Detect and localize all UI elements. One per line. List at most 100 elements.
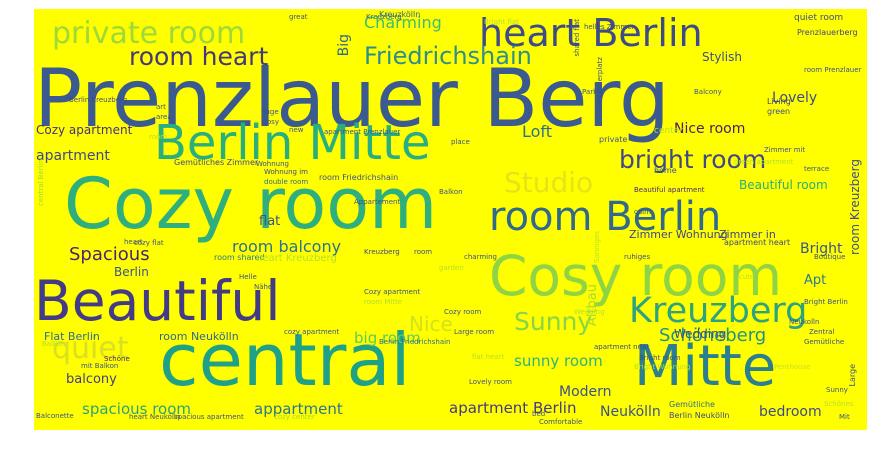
word-double-room-76: double room <box>264 178 309 186</box>
word-beautiful-room-24: Beautiful room <box>739 178 828 192</box>
word-mitte-6: Mitte <box>634 334 777 399</box>
word-neuk-lln-34: Neukölln <box>600 404 661 420</box>
word-flat-40: flat <box>259 214 281 229</box>
word-balconette-132: Balconette <box>36 412 74 420</box>
word-studio-16: Studio <box>504 166 594 199</box>
word-appartement-131: Appartement <box>354 198 401 206</box>
word-bright-flat-119: Bright flat <box>484 18 519 26</box>
word-zimmer-wohnung-48: Zimmer Wohnung <box>629 228 728 241</box>
word-comfortable-68: Comfortable <box>539 418 583 426</box>
word-mit-133: Mit <box>839 413 850 421</box>
word-spacious-room-29: spacious room <box>82 400 192 418</box>
word-cozy-center-74: cozy center <box>274 413 315 421</box>
word-cozy-apartment-130: cozy apartment <box>284 328 340 336</box>
word-room-mitte-129: room Mitte <box>364 298 403 306</box>
word-bright-room-12: bright room <box>619 145 767 174</box>
word-living-60: Living <box>767 97 791 106</box>
word-flat-heart-102: flat heart <box>472 353 505 361</box>
word-room-shared-52: room shared <box>214 253 265 262</box>
word-berlin-kreuzberg-82: Berlin Kreuzberg <box>69 96 128 104</box>
word-place-88: place <box>451 138 470 146</box>
word-bright-wohnung-95: Bright Wohnung <box>634 363 691 371</box>
word-private-room-10: private room <box>52 16 246 51</box>
word-room-kreuzberg-25: room Kreuzberg <box>848 159 862 256</box>
word-loft-18: Loft <box>522 122 553 141</box>
word-green-apartment-99: green apartment <box>734 158 794 166</box>
word-helle-105: Helle <box>239 273 257 281</box>
word-spacious-apartment-73: spacious apartment <box>174 413 244 421</box>
word-sunny-15: Sunny <box>514 307 593 336</box>
word-ruhiges-124: ruhiges <box>624 253 651 261</box>
word-penthouse-93: Penthouse <box>774 363 811 371</box>
word-big-45: Big <box>336 34 352 57</box>
word-nice-46: Nice <box>409 312 453 336</box>
word-beautiful-4: Beautiful <box>34 269 281 333</box>
word-heart-neuk-lln-72: heart Neukölln <box>129 413 181 421</box>
word-center-59: center <box>654 126 683 136</box>
word-alexanderplatz-83: Alexanderplatz <box>596 57 604 110</box>
word-room-91: room <box>414 248 433 256</box>
word-central-berlin-98: central Berlin <box>37 159 45 206</box>
word-sunny-room-31: sunny room <box>514 352 603 370</box>
word-cozy-apartment-39: Cozy apartment <box>36 123 133 137</box>
word-art-108: art <box>156 103 166 111</box>
word-apartment-prenzlauer-80: apartment Prenzlauer <box>324 128 401 136</box>
word-garden-106: garden <box>439 264 464 272</box>
word-terrace-90: terrace <box>804 165 830 173</box>
word-kreuzk-lln-57: Kreuzkölln <box>379 10 421 19</box>
word-room-balcony-19: room balcony <box>232 237 342 256</box>
word-area-109: area <box>156 113 172 121</box>
word-berlin-neuk-lln-64: Berlin Neukölln <box>669 411 730 420</box>
word-huge-103: huge <box>261 108 279 116</box>
word-new-110: new <box>289 126 304 134</box>
word-heart-berlin-8: heart Berlin <box>479 11 703 55</box>
word-wohnung-94: Wohnung <box>256 160 289 168</box>
word-spacious-17: Spacious <box>69 244 150 265</box>
word-gem-tliche-63: Gemütliche <box>669 400 715 409</box>
word-lovely-room-67: Lovely room <box>469 378 512 386</box>
word-cozy-apartment-128: Cozy apartment <box>364 288 421 296</box>
word-green-61: green <box>767 107 791 116</box>
word-nice-room-23: Nice room <box>674 121 746 137</box>
word-zimmer-mit-100: Zimmer mit <box>764 146 806 154</box>
word-sch-neberg-20: Schöneberg <box>659 325 767 346</box>
word-room-prenzlauer-86: room Prenzlauer <box>804 66 862 74</box>
word-bright-room-96: Bright room <box>639 354 681 362</box>
word-gem-tliche-120: Gemütliche <box>804 338 845 346</box>
word-balkon-112: Balkon <box>439 188 463 196</box>
word-sunny-135: Sunny <box>826 386 848 394</box>
word-berlin-friedrichshain-66: Berlin Friedrichshain <box>379 338 451 346</box>
word-cloud: Prenzlauer Berg Cozy room central Cosy room… <box>34 9 867 430</box>
word-quiet-room-55: quiet room <box>794 13 844 23</box>
word-calm-125: calm <box>634 208 651 216</box>
word-cute-89: cute <box>739 273 755 281</box>
word-room-127: room <box>149 133 168 141</box>
word-central-2: central <box>159 318 411 402</box>
word-friedrichshain-14: Friedrichshain <box>364 42 532 70</box>
word-park-84: Park <box>582 88 598 96</box>
word-boutique-116: Boutique <box>814 253 846 261</box>
word-balkon-126: Balkon <box>42 340 66 348</box>
word-apartment-38: apartment <box>36 148 110 164</box>
word-sonniges-113: Sonniges <box>593 231 601 263</box>
word-apt-27: Apt <box>804 273 827 288</box>
word-shared-flat-85: shared flat <box>573 19 581 57</box>
word-cozy-room-1: Cozy room <box>64 163 438 245</box>
word-room-berlin-7: room Berlin <box>489 194 722 240</box>
word-beautiful-apartment-77: Beautiful apartment <box>634 186 705 194</box>
word-sch-ne-70: Schöne <box>104 355 130 363</box>
word-room-heart-13: room heart <box>129 42 269 71</box>
word-gem-tliches-zimmer-50: Gemütliches Zimmer <box>174 158 259 167</box>
word-great-111: great <box>289 13 308 21</box>
word-modern-33: Modern <box>559 384 612 400</box>
word-heart-kreuzberg-53: heart Kreuzberg <box>256 253 337 264</box>
word-private-58: private <box>599 135 628 144</box>
word-berlin-mitte-5: Berlin Mitte <box>154 115 431 171</box>
word-apartment-heart-54: apartment heart <box>724 238 791 247</box>
word-appartment-30: appartment <box>254 400 343 418</box>
word-kreuzberg-9: Kreuzberg <box>629 291 808 331</box>
word-quiet-11: quiet <box>52 331 129 366</box>
word-zimmer-in-49: Zimmer in <box>719 228 776 241</box>
word-zentral-121: Zentral <box>809 328 835 336</box>
word-large-92: Large <box>848 364 857 387</box>
